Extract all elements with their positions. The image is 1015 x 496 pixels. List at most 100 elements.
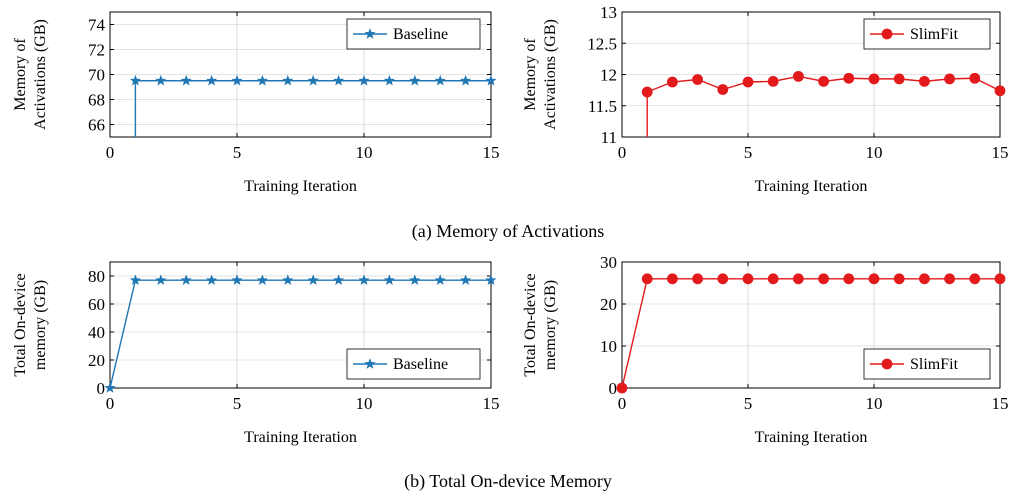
data-point-3-3 [692, 273, 703, 285]
x-tick-label-0-3: 15 [483, 143, 500, 162]
data-point-3-legend [881, 358, 893, 370]
y-axis-label-2-0: Total On-device [12, 273, 29, 376]
y-tick-label-3-1: 10 [600, 337, 617, 356]
data-point-2-15 [485, 274, 497, 285]
data-point-0-11 [383, 74, 395, 86]
data-point-0-13 [434, 74, 446, 86]
data-point-2-6 [256, 274, 268, 285]
data-point-1-7 [793, 70, 804, 82]
y-tick-label-2-2: 40 [88, 323, 105, 342]
chart-2: 0 5 10 15 0 20 40 60 80 Training Iteration Total O… [12, 261, 500, 446]
data-point-1-11 [893, 73, 905, 85]
series-markers-2-0 [104, 274, 497, 393]
series-markers-0-0 [129, 74, 497, 86]
data-point-2-14 [460, 274, 472, 285]
data-point-2-13 [434, 274, 446, 285]
data-point-2-4 [206, 274, 218, 285]
data-point-0-8 [307, 74, 319, 86]
x-tick-label-2-1: 5 [233, 394, 242, 413]
data-point-0-15 [485, 74, 497, 86]
data-point-1-10 [868, 73, 880, 85]
data-point-2-1 [129, 274, 141, 285]
x-tick-label-2-0: 0 [106, 394, 115, 413]
data-point-1-8 [818, 75, 829, 87]
x-axis-label-1: Training Iteration [755, 178, 868, 195]
data-point-0-6 [256, 74, 268, 86]
legend-label-1: SlimFit [910, 26, 959, 43]
data-point-0-4 [206, 74, 218, 86]
chart-0: 0 5 10 15 66 68 70 72 74 Training Iteration Memory… [12, 11, 500, 195]
x-tick-label-0-1: 5 [233, 143, 242, 162]
data-point-1-5 [742, 76, 754, 88]
y-tick-label-1-4: 13 [600, 3, 617, 22]
series-line-2-0 [110, 279, 491, 388]
series-markers-3-0 [616, 273, 1006, 394]
data-point-0-1 [129, 74, 141, 86]
data-point-3-12 [919, 273, 930, 285]
y-tick-label-0-0: 66 [88, 116, 105, 135]
legend-2: Baseline [346, 348, 481, 380]
legend-label-3: SlimFit [910, 356, 959, 373]
y-axis-label-0-0: Memory of [12, 38, 29, 111]
legend-box-2 [346, 348, 481, 380]
y-tick-label-1-3: 12.5 [587, 34, 617, 53]
x-tick-label-1-1: 5 [744, 143, 753, 162]
series-0-0 [134, 80, 491, 137]
data-point-1-6 [767, 75, 779, 87]
series-2-0 [110, 279, 491, 388]
y-axis-label-2-1: memory (GB) [32, 280, 49, 370]
legend-label-2: Baseline [393, 356, 448, 373]
data-point-0-5 [231, 74, 243, 86]
data-point-3-5 [742, 273, 754, 285]
series-line-3-0 [622, 278, 1000, 388]
y-axis-label-3-0: Total On-device [522, 273, 539, 376]
x-tick-label-1-0: 0 [618, 143, 627, 162]
data-point-3-8 [818, 273, 829, 285]
data-point-3-11 [893, 273, 905, 285]
series-markers-1-0 [641, 70, 1006, 98]
y-tick-label-1-2: 12 [600, 66, 617, 85]
x-tick-label-3-2: 10 [866, 394, 883, 413]
data-point-3-13 [944, 273, 955, 285]
data-point-1-12 [919, 75, 930, 87]
legend-label-0: Baseline [393, 26, 448, 43]
y-axis-label-3-1: memory (GB) [542, 280, 559, 370]
data-point-3-9 [843, 273, 855, 285]
y-tick-label-0-1: 68 [88, 91, 105, 110]
y-tick-label-2-3: 60 [88, 295, 105, 314]
data-point-3-10 [868, 273, 880, 285]
y-tick-label-2-0: 0 [97, 379, 106, 398]
plot-frame-2 [109, 261, 492, 389]
data-point-2-11 [383, 274, 395, 285]
x-axis-label-3: Training Iteration [755, 429, 868, 446]
y-tick-label-1-0: 11 [601, 128, 617, 147]
data-point-1-14 [969, 72, 981, 84]
data-point-2-10 [358, 274, 370, 285]
series-3-0 [622, 278, 1000, 388]
legend-0: Baseline [346, 18, 481, 50]
data-point-1-2 [667, 76, 678, 88]
y-tick-label-3-0: 0 [609, 379, 618, 398]
x-tick-label-0-2: 10 [356, 143, 373, 162]
data-point-2-legend [364, 358, 376, 369]
y-tick-label-2-4: 80 [88, 267, 105, 286]
data-point-1-9 [843, 72, 855, 84]
data-point-1-legend [881, 28, 893, 40]
data-point-3-14 [969, 273, 981, 285]
data-point-2-0 [104, 382, 116, 393]
x-tick-label-1-3: 15 [992, 143, 1009, 162]
x-tick-label-0-0: 0 [106, 143, 115, 162]
data-point-3-6 [767, 273, 779, 285]
caption-b: (b) Total On-device Memory [404, 471, 612, 492]
data-point-3-7 [793, 273, 804, 285]
y-tick-label-1-1: 11.5 [588, 97, 617, 116]
data-point-3-15 [994, 273, 1006, 285]
y-tick-label-0-4: 74 [88, 16, 106, 35]
data-point-2-2 [155, 274, 167, 285]
data-point-2-5 [231, 274, 243, 285]
series-line-1-0 [646, 75, 1000, 137]
y-tick-label-3-3: 30 [600, 253, 617, 272]
y-axis-label-1-0: Memory of [522, 38, 539, 111]
y-tick-label-0-2: 70 [88, 66, 105, 85]
x-tick-label-3-1: 5 [744, 394, 753, 413]
